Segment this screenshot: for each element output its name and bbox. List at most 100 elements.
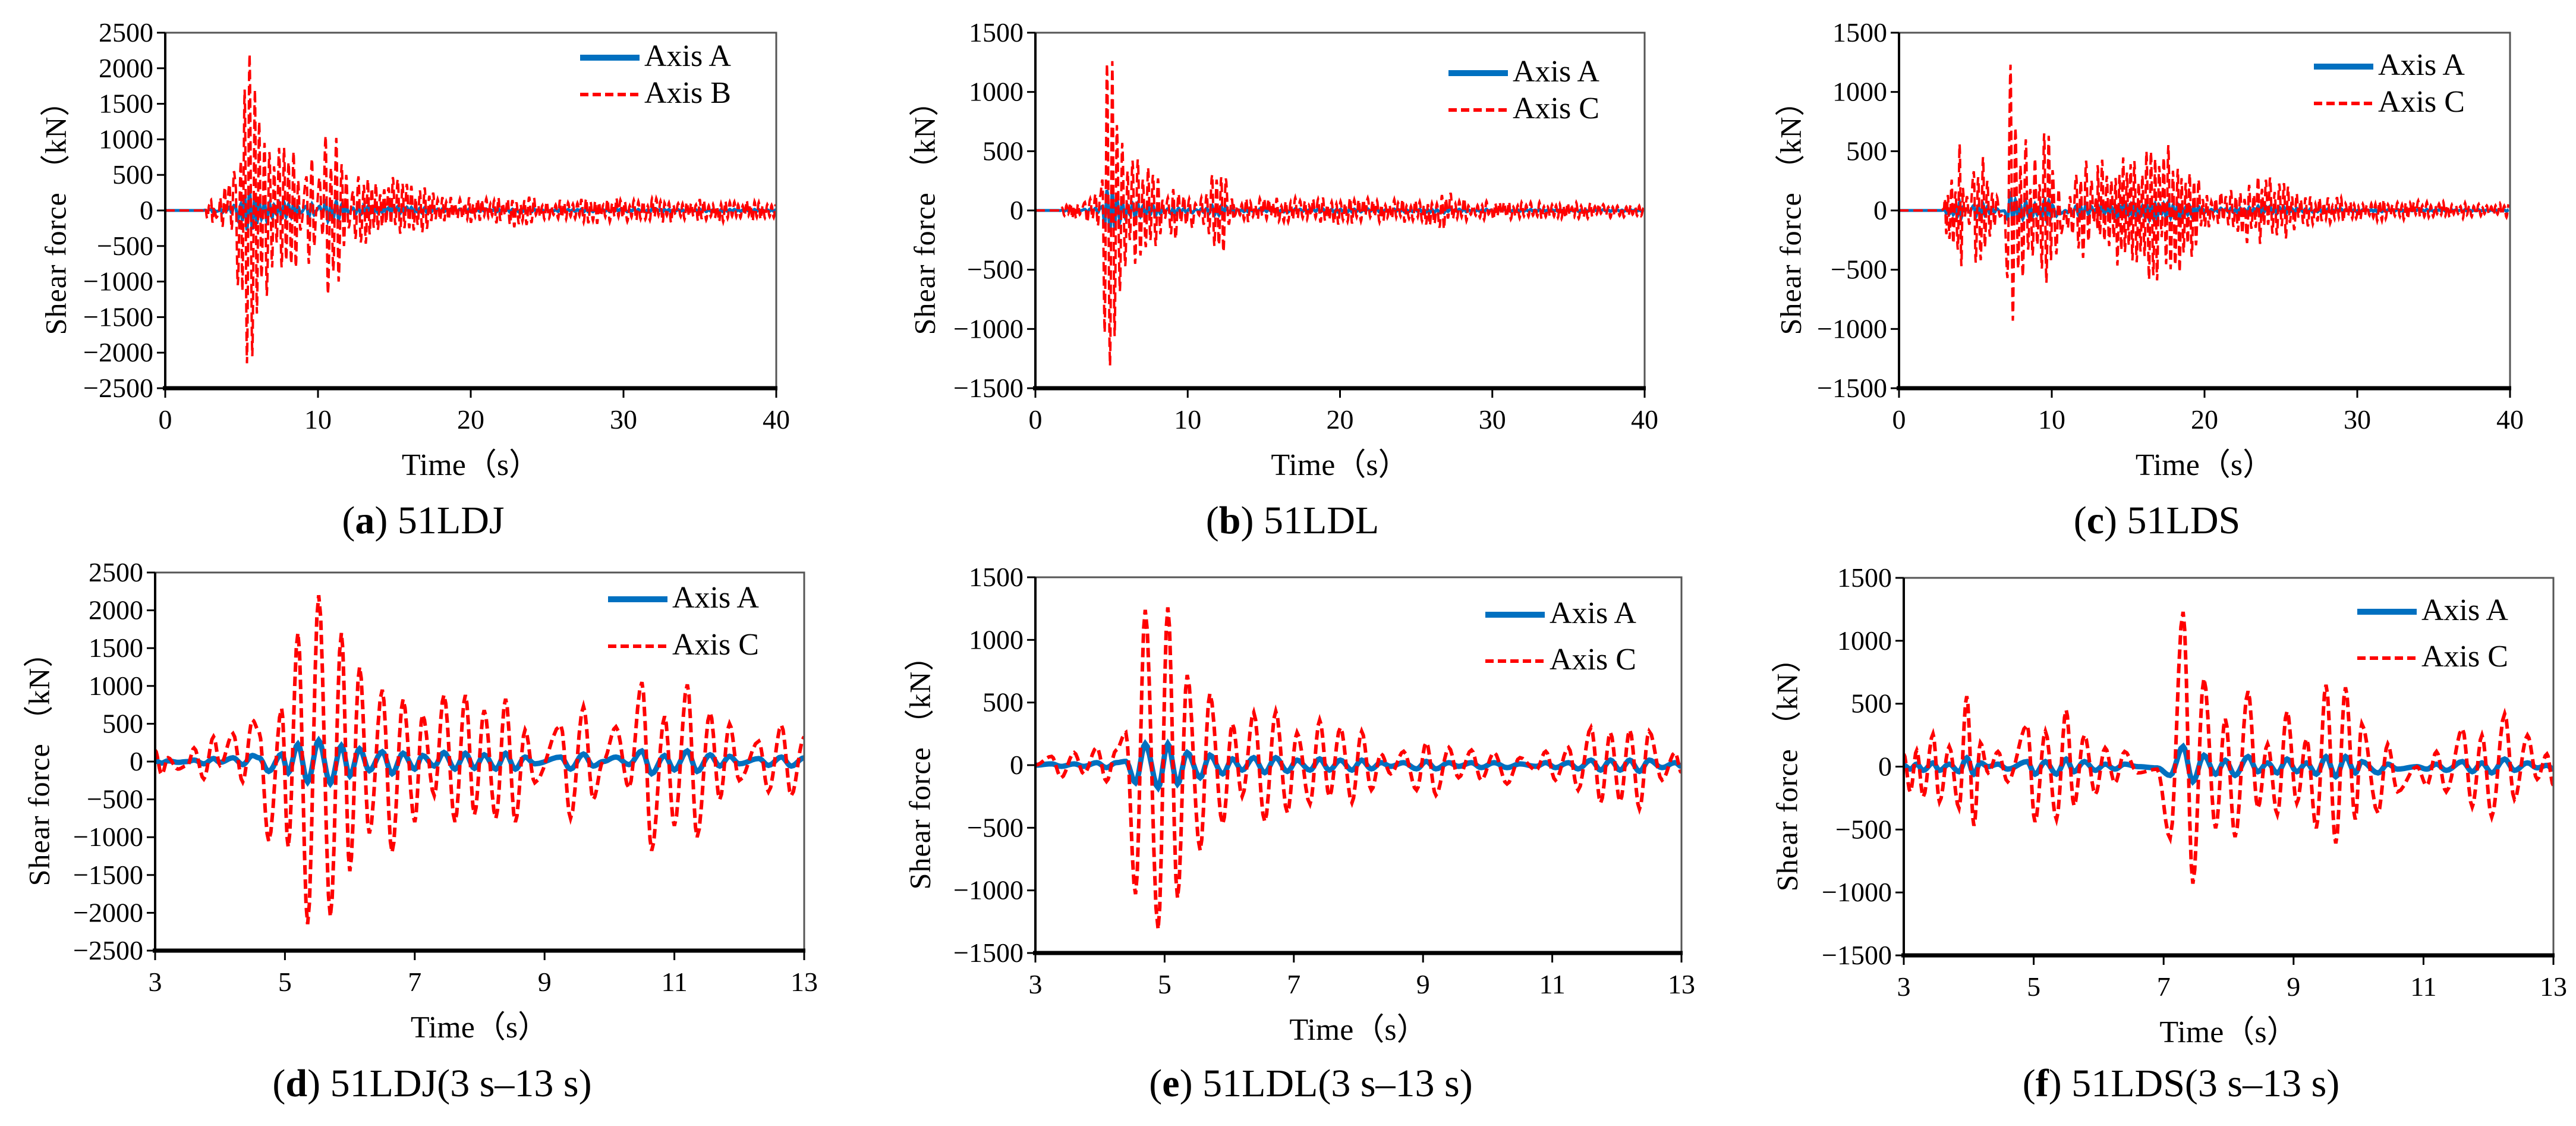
legend-label-axis-c: Axis C [2421, 640, 2508, 674]
x-tick-label: 13 [2540, 971, 2567, 1002]
caption-text: 51LDJ(3 s–13 s) [330, 1062, 592, 1105]
x-tick-label: 7 [1287, 969, 1300, 999]
legend-label-axis-a: Axis A [2378, 48, 2465, 82]
x-tick-label: 13 [1668, 969, 1695, 999]
caption-letter: c [2086, 499, 2105, 542]
plot-frame [154, 571, 805, 952]
x-tick-label: 10 [1174, 404, 1201, 435]
x-tick-label: 30 [2344, 404, 2371, 435]
y-tick-label: −1000 [1822, 877, 1892, 907]
x-tick-label: 20 [457, 404, 484, 435]
legend-label-axis-a: Axis A [2421, 593, 2508, 627]
y-tick-label: −500 [1835, 814, 1892, 844]
x-tick-label: 9 [1416, 969, 1430, 999]
y-tick-label: 0 [1010, 195, 1024, 225]
y-tick-label: 500 [982, 687, 1024, 718]
y-tick-label: 500 [102, 708, 143, 738]
y-tick-label: 1500 [969, 562, 1024, 592]
x-tick-label: 11 [2410, 971, 2436, 1002]
y-tick-label: 500 [112, 159, 153, 190]
y-tick-label: −2000 [83, 337, 153, 367]
y-tick-label: −2500 [73, 935, 143, 965]
caption-text: 51LDS(3 s–13 s) [2071, 1062, 2340, 1105]
plot-frame [1903, 577, 2555, 957]
caption-letter: e [1162, 1062, 1180, 1105]
x-tick-label: 10 [2038, 404, 2065, 435]
x-tick-label: 11 [1539, 969, 1565, 999]
y-axis-title: Shear force （kN） [902, 640, 936, 890]
y-tick-label: 1000 [1832, 77, 1887, 107]
y-tick-label: 1000 [969, 624, 1024, 655]
legend-label-axis-c: Axis C [672, 628, 759, 662]
y-tick-label: −500 [87, 784, 143, 814]
x-tick-label: 40 [763, 404, 790, 435]
y-tick-label: 500 [1851, 688, 1892, 719]
x-tick-label: 3 [1029, 969, 1043, 999]
series-line-axis-a [1899, 191, 2509, 226]
plot-frame [1034, 576, 1683, 954]
series-line-axis-b [165, 54, 776, 364]
y-tick-label: −1000 [1817, 313, 1887, 344]
x-axis-title: Time（s） [1289, 1013, 1428, 1047]
x-axis-title: Time（s） [1271, 448, 1409, 482]
y-tick-label: 1500 [99, 89, 153, 119]
caption-letter: a [355, 499, 375, 542]
legend-label-axis-c: Axis C [2378, 85, 2465, 119]
y-tick-label: −1000 [953, 313, 1024, 344]
x-tick-label: 7 [2157, 971, 2171, 1002]
y-tick-label: −1500 [83, 301, 153, 332]
caption-text: 51LDJ [397, 499, 505, 542]
caption-f: f 51LDS(3 s–13 s) [2023, 1061, 2339, 1106]
y-tick-label: 0 [1878, 751, 1892, 782]
y-tick-label: −2000 [73, 897, 143, 927]
x-tick-label: 30 [610, 404, 637, 435]
y-tick-label: −500 [1831, 254, 1887, 285]
x-axis-title: Time（s） [410, 1011, 549, 1045]
caption-a: a 51LDJ [342, 498, 504, 543]
series-line-axis-a [1035, 189, 1644, 233]
x-tick-label: 3 [1897, 971, 1911, 1002]
x-tick-label: 7 [408, 967, 421, 997]
x-tick-label: 5 [2027, 971, 2040, 1002]
series-line-axis-c [1904, 611, 2553, 884]
y-axis-title: Shear force （kN） [38, 86, 72, 335]
y-tick-label: 2500 [89, 557, 143, 587]
legend-label-axis-a: Axis A [1550, 596, 1636, 630]
y-tick-label: 500 [982, 136, 1024, 166]
caption-letter: b [1218, 499, 1241, 542]
y-tick-label: −1000 [953, 875, 1024, 905]
y-tick-label: 0 [1873, 195, 1887, 225]
caption-d: d 51LDJ(3 s–13 s) [272, 1061, 591, 1106]
y-tick-label: 2500 [99, 17, 153, 48]
series-line-axis-a [155, 735, 804, 788]
plot-frame [1034, 32, 1646, 389]
x-tick-label: 3 [149, 967, 162, 997]
y-tick-label: 0 [130, 746, 143, 776]
x-tick-label: 5 [1158, 969, 1172, 999]
legend-label-axis-c: Axis C [1513, 92, 1599, 125]
y-tick-label: −1500 [73, 860, 143, 890]
y-tick-label: 1500 [1837, 562, 1892, 593]
legend-label-axis-a: Axis A [672, 581, 759, 615]
series-line-axis-c [155, 595, 804, 924]
x-tick-label: 11 [661, 967, 687, 997]
y-tick-label: 1000 [1837, 625, 1892, 656]
y-axis-title: Shear force （kN） [1773, 86, 1807, 335]
caption-letter: f [2035, 1062, 2049, 1105]
caption-e: e 51LDL(3 s–13 s) [1149, 1061, 1472, 1106]
y-tick-label: 0 [1010, 750, 1024, 780]
y-tick-label: −1500 [953, 373, 1024, 403]
y-tick-label: −2500 [83, 373, 153, 403]
x-tick-label: 13 [791, 967, 818, 997]
legend-label-axis-a: Axis A [644, 39, 731, 73]
x-tick-label: 20 [1327, 404, 1354, 435]
